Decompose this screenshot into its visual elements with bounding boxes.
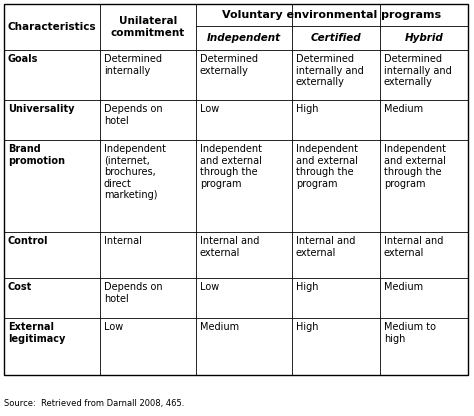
Text: Internal: Internal [104,236,142,246]
Text: Brand
promotion: Brand promotion [8,144,65,166]
Text: Determined
internally and
externally: Determined internally and externally [384,54,452,87]
Text: Control: Control [8,236,48,246]
Text: High: High [296,282,319,292]
Text: External
legitimacy: External legitimacy [8,322,65,344]
Bar [4,4,468,375]
Text: Depends on
hotel: Depends on hotel [104,104,163,126]
Text: Internal and
external: Internal and external [384,236,443,258]
Text: Independent
and external
through the
program: Independent and external through the pro… [200,144,262,189]
Text: Characteristics: Characteristics [8,22,97,32]
Text: Low: Low [104,322,123,332]
Text: Medium: Medium [384,282,423,292]
Text: Source:  Retrieved from Darnall 2008, 465.: Source: Retrieved from Darnall 2008, 465… [4,399,184,408]
Text: Medium: Medium [200,322,239,332]
Text: Determined
internally and
externally: Determined internally and externally [296,54,364,87]
Text: Voluntary environmental programs: Voluntary environmental programs [222,10,442,20]
Text: Low: Low [200,104,219,114]
Text: High: High [296,322,319,332]
Text: Independent
and external
through the
program: Independent and external through the pro… [384,144,446,189]
Text: Medium to
high: Medium to high [384,322,436,344]
Text: Universality: Universality [8,104,74,114]
Text: Independent
and external
through the
program: Independent and external through the pro… [296,144,358,189]
Text: High: High [296,104,319,114]
Text: Independent: Independent [207,33,281,43]
Text: Independent
(internet,
brochures,
direct
marketing): Independent (internet, brochures, direct… [104,144,166,201]
Text: Certified: Certified [310,33,361,43]
Text: Unilateral
commitment: Unilateral commitment [111,16,185,38]
Text: Internal and
external: Internal and external [296,236,356,258]
Text: Depends on
hotel: Depends on hotel [104,282,163,304]
Text: Determined
internally: Determined internally [104,54,162,76]
Text: Medium: Medium [384,104,423,114]
Text: Cost: Cost [8,282,32,292]
Text: Low: Low [200,282,219,292]
Text: Determined
externally: Determined externally [200,54,258,76]
Text: Hybrid: Hybrid [405,33,443,43]
Text: Internal and
external: Internal and external [200,236,259,258]
Text: Goals: Goals [8,54,38,64]
